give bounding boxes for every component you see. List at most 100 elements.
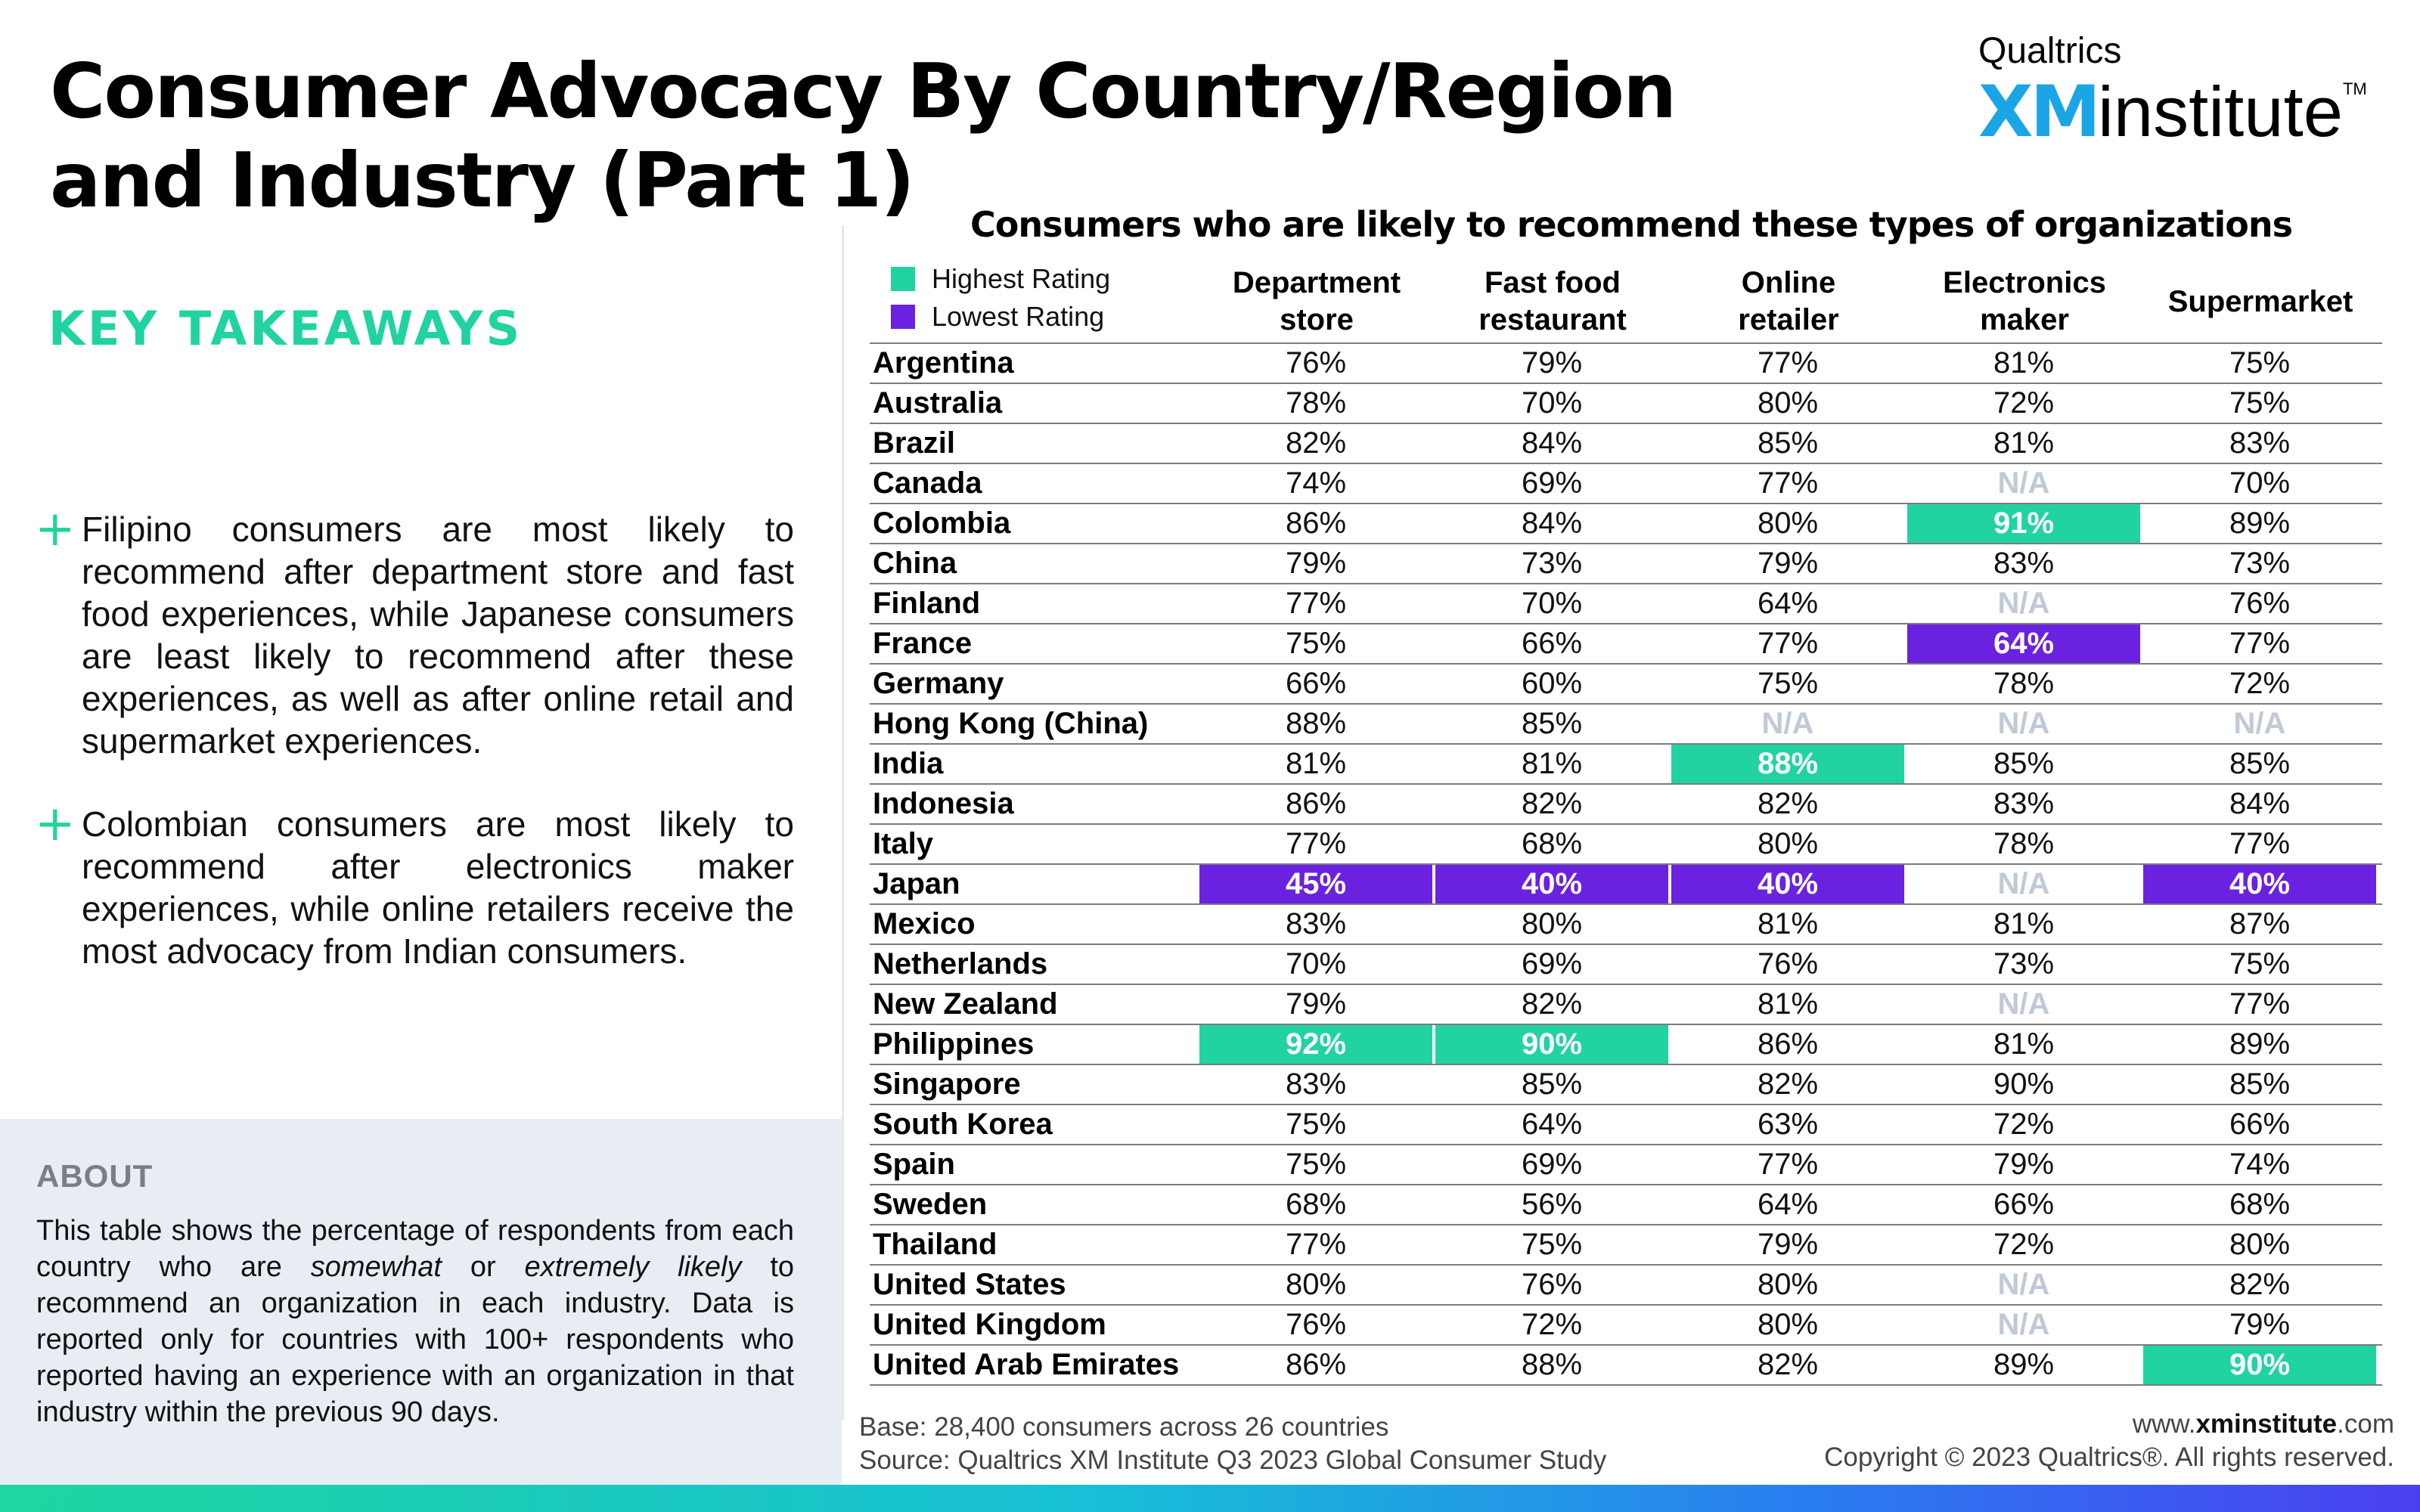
value-cell: 77%: [1757, 627, 1819, 660]
value-cell: 76%: [1285, 346, 1347, 380]
key-takeaways-heading: KEY TAKEAWAYS: [48, 301, 523, 356]
value-cell: 73%: [2229, 547, 2291, 580]
country-cell: Australia: [873, 386, 1003, 420]
plus-icon: +: [35, 796, 76, 852]
value-cell: 80%: [1757, 507, 1819, 540]
value-cell: 84%: [1521, 507, 1583, 540]
value-cell: 82%: [1757, 787, 1819, 820]
base-note: Base: 28,400 consumers across 26 countri…: [859, 1412, 1389, 1442]
value-cell: 81%: [1993, 1027, 2055, 1061]
value-cell: 66%: [1285, 667, 1347, 700]
value-cell: 77%: [2229, 987, 2291, 1021]
column-header: Online retailer: [1738, 266, 1839, 336]
legend: Highest Rating Lowest Rating: [891, 260, 1110, 336]
value-cell: 63%: [1757, 1108, 1819, 1141]
value-cell: 85%: [2229, 1067, 2291, 1101]
value-cell: 64%: [1757, 1188, 1819, 1221]
highest-rating-cell: 92%: [1199, 1025, 1432, 1064]
legend-lowest: Lowest Rating: [891, 298, 1110, 336]
value-cell: 75%: [1757, 667, 1819, 700]
table-row: Singapore 83% 85% 82% 90% 85%: [870, 1064, 2382, 1104]
value-cell: 83%: [1285, 1067, 1347, 1101]
country-cell: South Korea: [873, 1108, 1053, 1141]
highest-swatch: [891, 267, 915, 291]
country-cell: France: [873, 627, 973, 660]
value-cell: 75%: [2229, 346, 2291, 380]
table-row: Japan 45% 40% 40% N/A 40%: [870, 863, 2382, 903]
table-row: Spain 75% 69% 77% 79% 74%: [870, 1144, 2382, 1184]
value-cell: 75%: [1285, 1108, 1347, 1141]
value-cell: 75%: [1285, 627, 1347, 660]
value-cell: 89%: [2229, 507, 2291, 540]
lowest-rating-cell: 45%: [1199, 865, 1432, 903]
country-cell: United Arab Emirates: [873, 1348, 1180, 1381]
country-cell: United Kingdom: [873, 1308, 1106, 1341]
value-cell: N/A: [2233, 707, 2286, 740]
value-cell: 85%: [1521, 1067, 1583, 1101]
table-row: Finland 77% 70% 64% N/A 76%: [870, 583, 2382, 623]
country-cell: Netherlands: [873, 947, 1048, 981]
value-cell: 85%: [1757, 426, 1819, 460]
country-cell: Japan: [873, 867, 960, 900]
logo-xm: XM: [1978, 71, 2101, 153]
lowest-rating-cell: 40%: [2143, 865, 2376, 903]
value-cell: 69%: [1521, 466, 1583, 500]
value-cell: 80%: [1757, 1308, 1819, 1341]
value-cell: 68%: [1521, 827, 1583, 860]
xm-institute-logo: Qualtrics XMinstituteTM: [1978, 29, 2387, 150]
lowest-rating-cell: 64%: [1907, 624, 2140, 663]
value-cell: 73%: [1993, 947, 2055, 981]
table-row: New Zealand 79% 82% 81% N/A 77%: [870, 984, 2382, 1024]
value-cell: 73%: [1521, 547, 1583, 580]
value-cell: 79%: [1285, 547, 1347, 580]
value-cell: N/A: [1997, 987, 2050, 1021]
country-cell: Sweden: [873, 1188, 988, 1221]
value-cell: 70%: [2229, 466, 2291, 500]
value-cell: N/A: [1997, 587, 2050, 620]
value-cell: N/A: [1997, 1268, 2050, 1301]
value-cell: 69%: [1521, 1148, 1583, 1181]
takeaway-item: + Filipino consumers are most likely to …: [35, 505, 794, 762]
value-cell: 77%: [2229, 627, 2291, 660]
value-cell: 74%: [2229, 1148, 2291, 1181]
value-cell: 86%: [1285, 507, 1347, 540]
legend-lowest-label: Lowest Rating: [932, 301, 1105, 332]
value-cell: 66%: [1521, 627, 1583, 660]
country-cell: Canada: [873, 466, 982, 500]
logo-brand: Qualtrics: [1978, 31, 2122, 71]
value-cell: 72%: [1521, 1308, 1583, 1341]
value-cell: 83%: [1993, 547, 2055, 580]
value-cell: 77%: [1757, 346, 1819, 380]
table-row: Colombia 86% 84% 80% 91% 89%: [870, 503, 2382, 543]
takeaway-item: + Colombian consumers are most likely to…: [35, 796, 794, 972]
value-cell: 88%: [1521, 1348, 1583, 1381]
value-cell: N/A: [1997, 466, 2050, 500]
value-cell: N/A: [1997, 867, 2050, 900]
value-cell: 88%: [1285, 707, 1347, 740]
highest-rating-cell: 90%: [1435, 1025, 1668, 1064]
country-cell: Philippines: [873, 1027, 1035, 1061]
table-row: Philippines 92% 90% 86% 81% 89%: [870, 1024, 2382, 1064]
value-cell: 81%: [1285, 747, 1347, 780]
value-cell: 86%: [1285, 1348, 1347, 1381]
table-row: India 81% 81% 88% 85% 85%: [870, 743, 2382, 783]
table-row: Indonesia 86% 82% 82% 83% 84%: [870, 783, 2382, 823]
value-cell: 81%: [1757, 987, 1819, 1021]
page-title: Consumer Advocacy By Country/Region and …: [50, 47, 1677, 225]
value-cell: N/A: [1997, 707, 2050, 740]
country-cell: Argentina: [873, 346, 1014, 380]
value-cell: 85%: [1521, 707, 1583, 740]
value-cell: 80%: [1757, 386, 1819, 420]
value-cell: 72%: [2229, 667, 2291, 700]
value-cell: 79%: [1757, 547, 1819, 580]
country-cell: China: [873, 547, 957, 580]
value-cell: 64%: [1757, 587, 1819, 620]
site-info: www.xminstitute.com Copyright © 2023 Qua…: [1824, 1408, 2394, 1474]
value-cell: 79%: [1993, 1148, 2055, 1181]
website-link[interactable]: www.xminstitute.com: [2132, 1409, 2394, 1439]
value-cell: 83%: [2229, 426, 2291, 460]
column-header: Fast food restaurant: [1478, 266, 1627, 336]
about-panel: [0, 1119, 842, 1485]
value-cell: 70%: [1521, 587, 1583, 620]
value-cell: 76%: [1285, 1308, 1347, 1341]
